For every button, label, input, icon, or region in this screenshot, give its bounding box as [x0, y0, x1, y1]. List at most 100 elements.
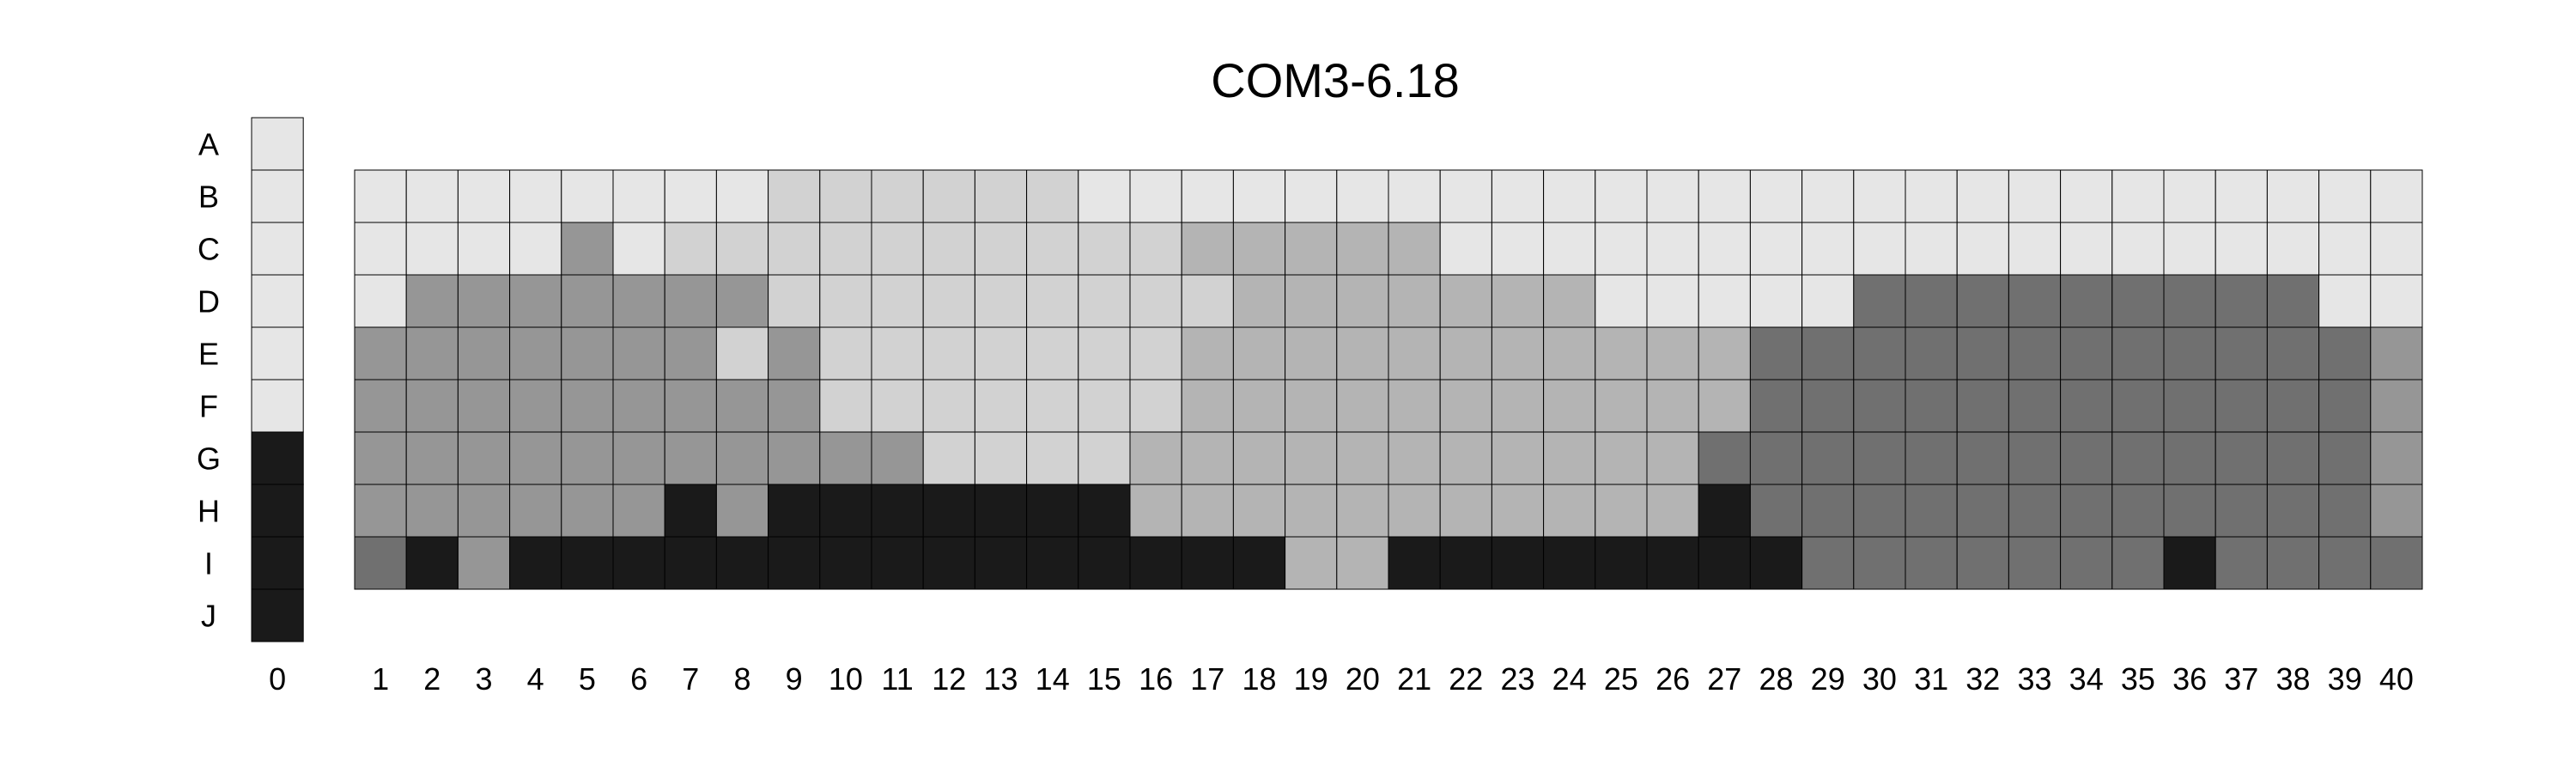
column-label-0: 0 — [269, 661, 286, 697]
cell-i-31 — [1905, 536, 1958, 590]
cell-c-27 — [1698, 222, 1751, 276]
column-label-31: 31 — [1914, 661, 1948, 697]
cell-g-32 — [1956, 431, 2009, 485]
cell-c-31 — [1905, 222, 1958, 276]
cell-e-19 — [1285, 326, 1338, 380]
column-label-34: 34 — [2069, 661, 2104, 697]
cell-i-21 — [1388, 536, 1441, 590]
cell-h-17 — [1181, 484, 1234, 538]
cell-b-30 — [1853, 169, 1906, 223]
key-column — [251, 117, 304, 642]
cell-g-23 — [1491, 431, 1545, 485]
cell-h-6 — [612, 484, 665, 538]
cell-h-36 — [2163, 484, 2216, 538]
cell-f-24 — [1543, 379, 1596, 433]
cell-c-35 — [2111, 222, 2165, 276]
cell-e-34 — [2060, 326, 2113, 380]
cell-h-2 — [405, 484, 459, 538]
column-label-16: 16 — [1139, 661, 1173, 697]
cell-c-37 — [2215, 222, 2268, 276]
cell-i-1 — [354, 536, 407, 590]
cell-e-40 — [2370, 326, 2423, 380]
cell-c-5 — [561, 222, 614, 276]
column-label-8: 8 — [733, 661, 750, 697]
chart-title: COM3-6.18 — [1211, 53, 1459, 107]
cell-i-11 — [871, 536, 924, 590]
cell-b-23 — [1491, 169, 1545, 223]
column-label-21: 21 — [1397, 661, 1431, 697]
cell-f-2 — [405, 379, 459, 433]
cell-f-39 — [2318, 379, 2372, 433]
cell-c-14 — [1026, 222, 1079, 276]
cell-g-10 — [819, 431, 872, 485]
cell-e-15 — [1078, 326, 1131, 380]
cell-g-15 — [1078, 431, 1131, 485]
cell-i-17 — [1181, 536, 1234, 590]
cell-c-28 — [1749, 222, 1803, 276]
cell-d-15 — [1078, 274, 1131, 328]
cell-e-37 — [2215, 326, 2268, 380]
cell-d-6 — [612, 274, 665, 328]
column-label-19: 19 — [1294, 661, 1328, 697]
cell-g-8 — [715, 431, 769, 485]
cell-d-24 — [1543, 274, 1596, 328]
cell-e-12 — [922, 326, 975, 380]
cell-g-16 — [1129, 431, 1182, 485]
cell-g-24 — [1543, 431, 1596, 485]
key-cell-c — [251, 222, 304, 276]
cell-f-37 — [2215, 379, 2268, 433]
column-label-20: 20 — [1346, 661, 1380, 697]
column-label-18: 18 — [1242, 661, 1276, 697]
cell-i-32 — [1956, 536, 2009, 590]
cell-b-1 — [354, 169, 407, 223]
cell-f-29 — [1801, 379, 1855, 433]
cell-f-14 — [1026, 379, 1079, 433]
cell-i-29 — [1801, 536, 1855, 590]
cell-f-10 — [819, 379, 872, 433]
column-labels: 0 1 2 3 4 5 6 7 8 9 10 11 12 13 14 15 16 17 18 19 20 21 22 23 24… — [269, 661, 2414, 697]
cell-h-24 — [1543, 484, 1596, 538]
cell-c-17 — [1181, 222, 1234, 276]
cell-i-9 — [768, 536, 821, 590]
cell-b-8 — [715, 169, 769, 223]
cell-g-31 — [1905, 431, 1958, 485]
column-label-32: 32 — [1965, 661, 2000, 697]
cell-c-23 — [1491, 222, 1545, 276]
cell-f-40 — [2370, 379, 2423, 433]
cell-g-6 — [612, 431, 665, 485]
key-cell-d — [251, 274, 304, 328]
cell-d-18 — [1232, 274, 1286, 328]
cell-b-6 — [612, 169, 665, 223]
cell-g-12 — [922, 431, 975, 485]
cell-d-21 — [1388, 274, 1441, 328]
cell-i-25 — [1595, 536, 1648, 590]
cell-h-18 — [1232, 484, 1286, 538]
cell-d-28 — [1749, 274, 1803, 328]
column-label-39: 39 — [2328, 661, 2362, 697]
column-label-2: 2 — [423, 661, 440, 697]
cell-i-6 — [612, 536, 665, 590]
cell-b-9 — [768, 169, 821, 223]
cell-i-36 — [2163, 536, 2216, 590]
cell-h-37 — [2215, 484, 2268, 538]
cell-b-32 — [1956, 169, 2009, 223]
key-cell-g — [251, 431, 304, 485]
cell-e-8 — [715, 326, 769, 380]
cell-f-38 — [2266, 379, 2320, 433]
cell-b-37 — [2215, 169, 2268, 223]
cell-h-13 — [974, 484, 1028, 538]
cell-h-4 — [509, 484, 562, 538]
cell-h-16 — [1129, 484, 1182, 538]
cell-h-7 — [664, 484, 717, 538]
cell-c-26 — [1646, 222, 1699, 276]
cell-b-38 — [2266, 169, 2320, 223]
cell-e-10 — [819, 326, 872, 380]
cell-c-32 — [1956, 222, 2009, 276]
cell-d-7 — [664, 274, 717, 328]
cell-f-32 — [1956, 379, 2009, 433]
cell-d-40 — [2370, 274, 2423, 328]
cell-d-25 — [1595, 274, 1648, 328]
column-label-4: 4 — [527, 661, 544, 697]
cell-i-23 — [1491, 536, 1545, 590]
cell-b-39 — [2318, 169, 2372, 223]
